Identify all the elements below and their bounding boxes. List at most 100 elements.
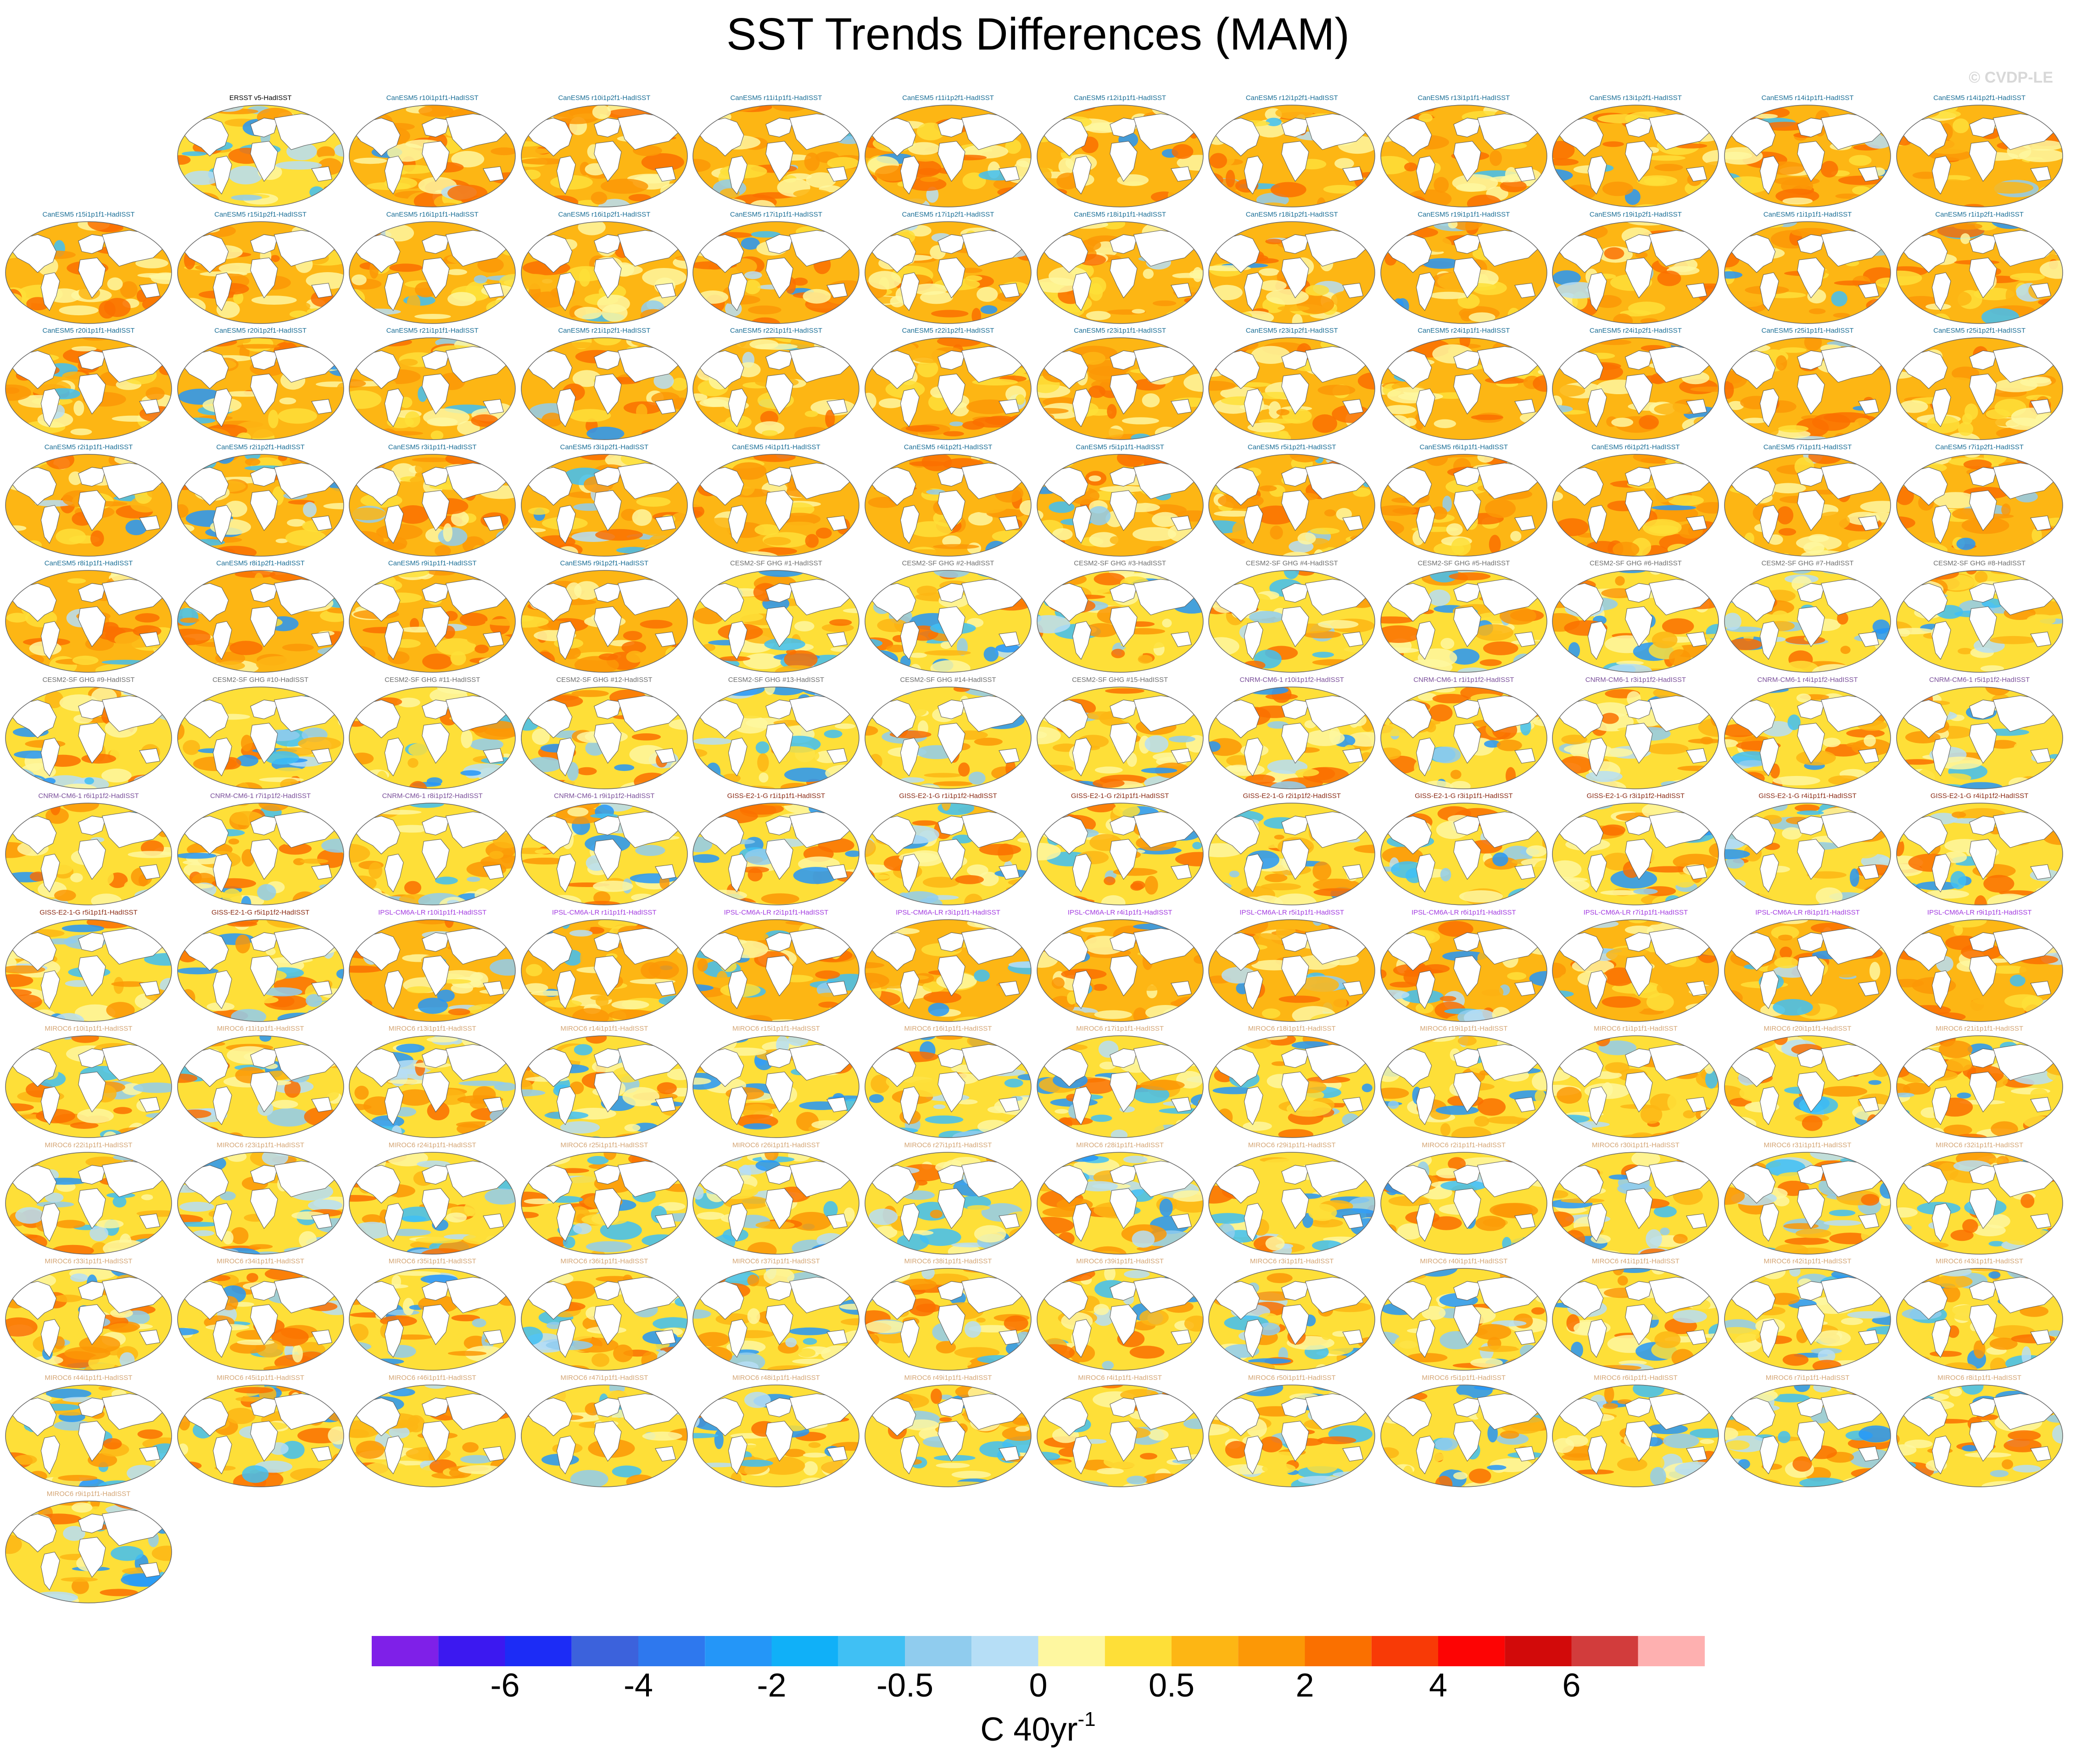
sst-anomaly-patch bbox=[1896, 108, 1908, 128]
sst-anomaly-patch bbox=[874, 770, 894, 789]
sst-anomaly-patch bbox=[865, 468, 886, 474]
sst-anomaly-patch bbox=[162, 581, 172, 592]
sst-anomaly-patch bbox=[1144, 735, 1168, 753]
sst-anomaly-patch bbox=[1833, 313, 1850, 318]
sst-anomaly-patch bbox=[139, 663, 167, 672]
sst-anomaly-patch bbox=[2029, 571, 2063, 580]
land-mass bbox=[1969, 490, 1997, 531]
map-panel: CESM2-SF GHG #13-HadISST bbox=[691, 676, 861, 793]
sst-anomaly-patch bbox=[693, 414, 705, 426]
sst-anomaly-patch bbox=[278, 408, 317, 424]
sst-anomaly-patch bbox=[369, 547, 392, 555]
sst-anomaly-patch bbox=[521, 221, 561, 231]
sst-anomaly-patch bbox=[1221, 190, 1241, 202]
sst-anomaly-patch bbox=[995, 687, 1031, 692]
map-svg bbox=[177, 803, 344, 905]
panel-label: GISS-E2-1-G r3i1p1f1-HadISST bbox=[1415, 792, 1513, 800]
sst-anomaly-patch bbox=[850, 643, 859, 660]
sst-anomaly-patch bbox=[1515, 457, 1547, 466]
sst-anomaly-patch bbox=[296, 223, 337, 229]
map-outline bbox=[349, 337, 516, 440]
sst-anomaly-patch bbox=[681, 653, 687, 661]
sst-anomaly-patch bbox=[525, 964, 542, 976]
sst-anomaly-patch bbox=[1224, 687, 1249, 697]
sst-anomaly-patch bbox=[1312, 652, 1334, 658]
land-mass bbox=[728, 272, 748, 311]
sst-anomaly-patch bbox=[1870, 193, 1891, 207]
sst-anomaly-patch bbox=[1434, 177, 1449, 193]
map-panel: CNRM-CM6-1 r10i1p1f2-HadISST bbox=[1207, 676, 1377, 793]
map-outline bbox=[692, 105, 860, 207]
sst-anomaly-patch bbox=[479, 221, 508, 233]
sst-anomaly-patch bbox=[507, 338, 516, 344]
sst-anomaly-patch bbox=[1707, 119, 1719, 126]
land-mass bbox=[1281, 257, 1309, 298]
sst-anomaly-patch bbox=[1111, 648, 1125, 659]
sst-anomaly-patch bbox=[361, 782, 399, 789]
land-mass bbox=[1797, 234, 1825, 254]
sst-anomaly-patch bbox=[653, 373, 674, 389]
sst-anomaly-patch bbox=[1440, 868, 1451, 882]
map-panel: CanESM5 r13i1p1f1-HadISST bbox=[1379, 94, 1549, 211]
sst-anomaly-patch bbox=[1312, 861, 1332, 881]
land-mass bbox=[999, 399, 1020, 414]
land-mass bbox=[182, 234, 229, 273]
sst-anomaly-patch bbox=[1570, 454, 1582, 463]
sst-anomaly-patch bbox=[1879, 124, 1891, 137]
land-mass bbox=[1244, 272, 1263, 311]
sst-anomaly-patch bbox=[188, 338, 207, 347]
sst-anomaly-patch bbox=[1423, 258, 1461, 269]
panel-label: GISS-E2-1-G r5i1p1f2-HadISST bbox=[211, 908, 310, 916]
sst-anomaly-patch bbox=[1066, 221, 1108, 229]
sst-anomaly-patch bbox=[1259, 268, 1280, 276]
map-panel: CNRM-CM6-1 r4i1p1f2-HadISST bbox=[1723, 676, 1892, 793]
sst-anomaly-patch bbox=[228, 838, 239, 845]
land-mass bbox=[594, 374, 622, 415]
sst-anomaly-patch bbox=[892, 803, 905, 809]
sst-anomaly-patch bbox=[1552, 570, 1579, 575]
panel-label: CESM2-SF GHG #10-HadISST bbox=[212, 675, 309, 684]
sst-anomaly-patch bbox=[1639, 415, 1659, 430]
sst-anomaly-patch bbox=[404, 881, 422, 894]
sst-anomaly-patch bbox=[1700, 314, 1719, 324]
sst-anomaly-patch bbox=[967, 864, 988, 876]
sst-anomaly-patch bbox=[695, 548, 726, 556]
sst-anomaly-patch bbox=[1209, 456, 1226, 468]
sst-anomaly-patch bbox=[1952, 118, 1969, 134]
sst-anomaly-patch bbox=[326, 229, 344, 238]
land-mass bbox=[78, 583, 106, 603]
panel-label: CanESM5 r2i1p2f1-HadISST bbox=[216, 443, 305, 451]
sst-anomaly-patch bbox=[1708, 321, 1719, 324]
sst-anomaly-patch bbox=[1702, 423, 1719, 430]
map-svg bbox=[1896, 337, 2063, 440]
land-mass bbox=[593, 350, 622, 370]
panel-label: CanESM5 r4i1p2f1-HadISST bbox=[904, 443, 993, 451]
map-panel: CanESM5 r10i1p2f1-HadISST bbox=[519, 94, 689, 211]
land-mass bbox=[422, 117, 450, 138]
land-mass bbox=[2030, 399, 2051, 414]
sst-anomaly-patch bbox=[355, 1009, 389, 1019]
map-svg bbox=[692, 337, 860, 440]
sst-anomaly-patch bbox=[182, 740, 200, 755]
sst-anomaly-patch bbox=[383, 384, 406, 391]
sst-anomaly-patch bbox=[693, 198, 709, 207]
sst-anomaly-patch bbox=[678, 539, 687, 553]
sst-anomaly-patch bbox=[955, 875, 984, 884]
sst-anomaly-patch bbox=[1552, 878, 1559, 884]
sst-anomaly-patch bbox=[693, 737, 732, 745]
panel-label: CESM2-SF GHG #7-HadISST bbox=[1761, 559, 1854, 567]
sst-anomaly-patch bbox=[6, 548, 17, 556]
sst-anomaly-patch bbox=[1896, 201, 1913, 207]
sst-anomaly-patch bbox=[1850, 194, 1885, 204]
land-mass bbox=[1557, 467, 1604, 506]
sst-anomaly-patch bbox=[1013, 886, 1031, 895]
sst-anomaly-patch bbox=[597, 199, 631, 207]
sst-anomaly-patch bbox=[1823, 737, 1841, 747]
map-svg bbox=[692, 570, 860, 673]
sst-anomaly-patch bbox=[755, 421, 785, 435]
sst-anomaly-patch bbox=[447, 184, 488, 201]
sst-anomaly-patch bbox=[1380, 505, 1417, 516]
sst-anomaly-patch bbox=[628, 1017, 663, 1022]
panel-label: CanESM5 r8i1p1f1-HadISST bbox=[44, 559, 133, 567]
land-mass bbox=[1072, 388, 1092, 427]
